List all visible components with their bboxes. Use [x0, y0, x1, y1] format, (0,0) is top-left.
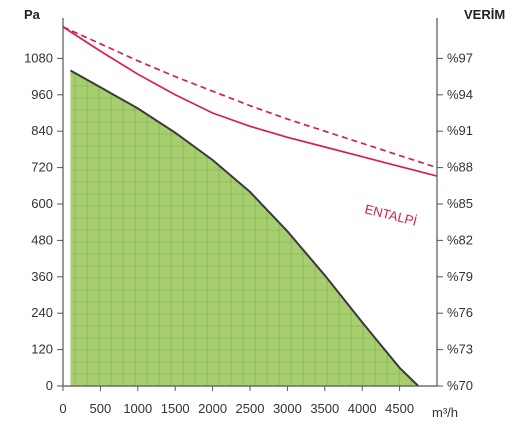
- x-tick-label: 0: [59, 401, 66, 416]
- y2-tick-label: %94: [447, 87, 473, 102]
- y2-tick-label: %91: [447, 123, 473, 138]
- y2-tick-label: %76: [447, 305, 473, 320]
- y-tick-label: 1080: [24, 50, 53, 65]
- pressure-area-fill: [70, 70, 419, 386]
- y-tick-label: 360: [31, 269, 53, 284]
- right-axis-title: VERİM: [464, 7, 505, 22]
- y2-tick-label: %85: [447, 196, 473, 211]
- y-tick-label: 720: [31, 160, 53, 175]
- x-tick-label: 4500: [385, 401, 414, 416]
- y2-tick-label: %97: [447, 50, 473, 65]
- x-tick-label: 4000: [348, 401, 377, 416]
- pressure-curve: [70, 69, 419, 387]
- series-label-entalpi: ENTALPİ: [363, 201, 418, 228]
- axes: 0 120 240 360 480 600 720 840 960 1080 %70 %73 %76 %7…: [24, 18, 473, 416]
- y-tick-label: 600: [31, 196, 53, 211]
- y2-tick-label: %88: [447, 160, 473, 175]
- x-tick-label: 1000: [123, 401, 152, 416]
- x-tick-label: 3500: [310, 401, 339, 416]
- x-tick-label: 2000: [198, 401, 227, 416]
- x-tick-label: 1500: [161, 401, 190, 416]
- y2-tick-label: %70: [447, 378, 473, 393]
- y-tick-label: 0: [46, 378, 53, 393]
- y-tick-label: 960: [31, 87, 53, 102]
- efficiency-line-efficiency_dashed: [62, 26, 438, 169]
- x-tick-label: 2500: [236, 401, 265, 416]
- y2-tick-label: %73: [447, 342, 473, 357]
- left-axis-title: Pa: [24, 7, 41, 22]
- y2-tick-label: %82: [447, 232, 473, 247]
- efficiency-line-efficiency_entalpi: [62, 26, 438, 177]
- y2-tick-label: %79: [447, 269, 473, 284]
- y-tick-label: 840: [31, 123, 53, 138]
- y-tick-label: 240: [31, 305, 53, 320]
- x-tick-label: 500: [90, 401, 112, 416]
- x-unit-label: m³/h: [432, 405, 458, 420]
- y-tick-label: 480: [31, 232, 53, 247]
- efficiency-lines: [62, 26, 438, 177]
- y-tick-label: 120: [31, 342, 53, 357]
- x-tick-label: 3000: [273, 401, 302, 416]
